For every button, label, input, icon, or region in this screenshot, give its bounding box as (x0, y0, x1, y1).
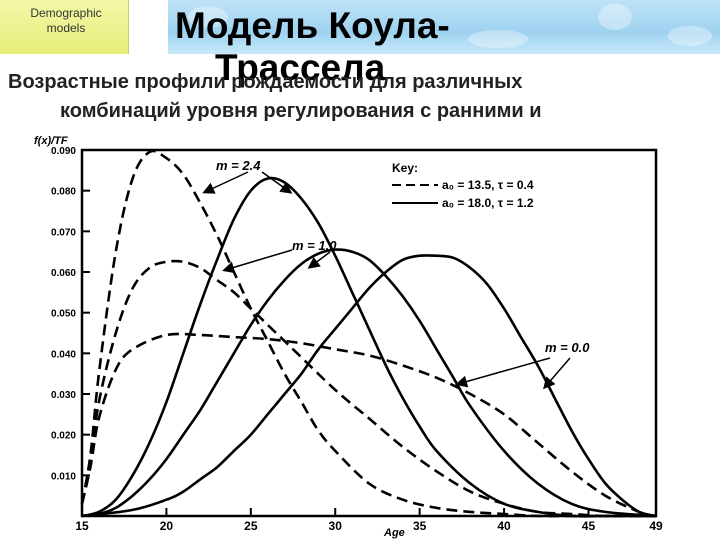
series-line-dashed-2 (80, 332, 657, 518)
y-axis-title: f(x)/TF (34, 135, 68, 147)
x-tick-label: 40 (497, 519, 511, 533)
y-tick-label: 0.070 (51, 227, 76, 238)
annotations: m = 2.4 m = 1.0 m = 0.0 (202, 158, 590, 390)
x-axis-title: Age (383, 527, 405, 539)
slide-title-line-2: Трассела (215, 47, 386, 88)
series-line-solid-5 (81, 254, 657, 518)
y-tick-label: 0.050 (51, 309, 76, 320)
fertility-chart: f(x)/TF 15 20 25 30 35 40 45 49 0.010 0.020 0.030 0… (34, 135, 663, 539)
series-line-solid-3 (81, 176, 656, 518)
y-tick-label: 0.090 (51, 146, 76, 157)
x-tick-label: 15 (75, 519, 89, 533)
badge-line-1: Demographic (30, 6, 102, 20)
y-tick-label: 0.040 (51, 349, 76, 360)
slide-title-line-1: Модель Коула- (175, 5, 450, 46)
series-line-solid-4 (81, 248, 657, 518)
y-tick-label: 0.010 (51, 471, 76, 482)
x-tick-label: 45 (582, 519, 596, 533)
subtitle-line-2: комбинаций уровня регулирования с ранним… (60, 100, 542, 122)
y-tick-label: 0.060 (51, 268, 76, 279)
x-axis-label: Age (383, 527, 405, 539)
x-tick-label: 30 (329, 519, 343, 533)
axis-ticks: 15 20 25 30 35 40 45 49 0.010 0.020 0.030 0.040 0.05… (51, 146, 663, 533)
legend-entry-solid: a₀ = 18.0, τ = 1.2 (442, 196, 534, 210)
y-tick-label: 0.030 (51, 390, 76, 401)
series-group (80, 149, 657, 518)
x-tick-label: 25 (244, 519, 258, 533)
legend-entry-dashed: a₀ = 13.5, τ = 0.4 (442, 178, 534, 192)
x-tick-label: 20 (160, 519, 174, 533)
slide-title: Модель Коула- Трассела (175, 4, 450, 88)
title-banner (168, 0, 720, 54)
plot-frame (80, 148, 658, 518)
y-axis-label: f(x)/TF (34, 135, 68, 147)
x-tick-label: 49 (649, 519, 663, 533)
y-tick-label: 0.080 (51, 187, 76, 198)
annotation-m-0-0: m = 0.0 (545, 340, 590, 355)
annotation-m-1-0: m = 1.0 (292, 238, 337, 253)
x-tick-label: 35 (413, 519, 427, 533)
legend-title: Key: (392, 161, 418, 175)
series-line-dashed-0 (80, 149, 656, 518)
corner-badge: Demographic models (0, 0, 129, 54)
series-line-dashed-1 (80, 259, 657, 518)
y-tick-label: 0.020 (51, 431, 76, 442)
badge-line-2: models (46, 21, 86, 35)
subtitle-line-1: Возрастные профили рождаемости для разли… (8, 71, 523, 93)
annotation-m-2-4: m = 2.4 (216, 158, 261, 173)
slide-subtitle: Возрастные профили рождаемости для разли… (8, 68, 708, 126)
chart-legend: Key: a₀ = 13.5, τ = 0.4 a₀ = 18.0, τ = 1… (392, 161, 534, 210)
